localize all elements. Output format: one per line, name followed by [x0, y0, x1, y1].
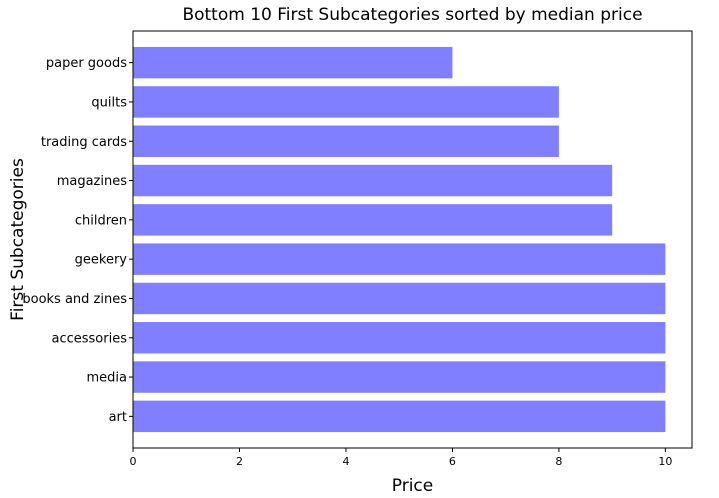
- bar-books-and-zines: [133, 282, 666, 315]
- category-label: art: [109, 410, 127, 425]
- bar-art: [133, 400, 666, 433]
- bar-children: [133, 204, 613, 236]
- bar-trading-cards: [133, 125, 559, 157]
- x-tick-label: 4: [342, 455, 349, 468]
- x-axis-title: Price: [392, 476, 433, 496]
- plot-frame: [132, 30, 693, 449]
- x-ticks: 0 2 4 6 8 10: [130, 448, 672, 468]
- bar-geekery: [133, 243, 666, 275]
- x-tick-label: 10: [658, 455, 672, 468]
- category-labels: paper goods quilts trading cards magazines c…: [22, 56, 133, 425]
- category-label: magazines: [57, 174, 128, 189]
- category-label: media: [87, 371, 128, 386]
- category-label: accessories: [52, 331, 128, 346]
- bar-media: [133, 361, 666, 393]
- x-tick-label: 6: [449, 455, 456, 468]
- category-label: paper goods: [46, 56, 127, 71]
- bar-quilts: [133, 86, 559, 118]
- category-label: geekery: [75, 253, 128, 268]
- category-label: trading cards: [41, 135, 127, 150]
- bar-accessories: [133, 322, 666, 354]
- bar-magazines: [133, 164, 613, 197]
- category-label: quilts: [91, 96, 127, 111]
- bars-group: [133, 46, 666, 433]
- x-tick-label: 2: [236, 455, 243, 468]
- x-tick-label: 0: [130, 455, 137, 468]
- category-label: books and zines: [22, 292, 127, 307]
- category-label: children: [75, 213, 127, 228]
- y-axis-title: First Subcategories: [8, 158, 28, 321]
- x-tick-label: 8: [555, 455, 562, 468]
- bar-paper-goods: [133, 46, 453, 79]
- chart-title: Bottom 10 First Subcategories sorted by …: [182, 5, 642, 25]
